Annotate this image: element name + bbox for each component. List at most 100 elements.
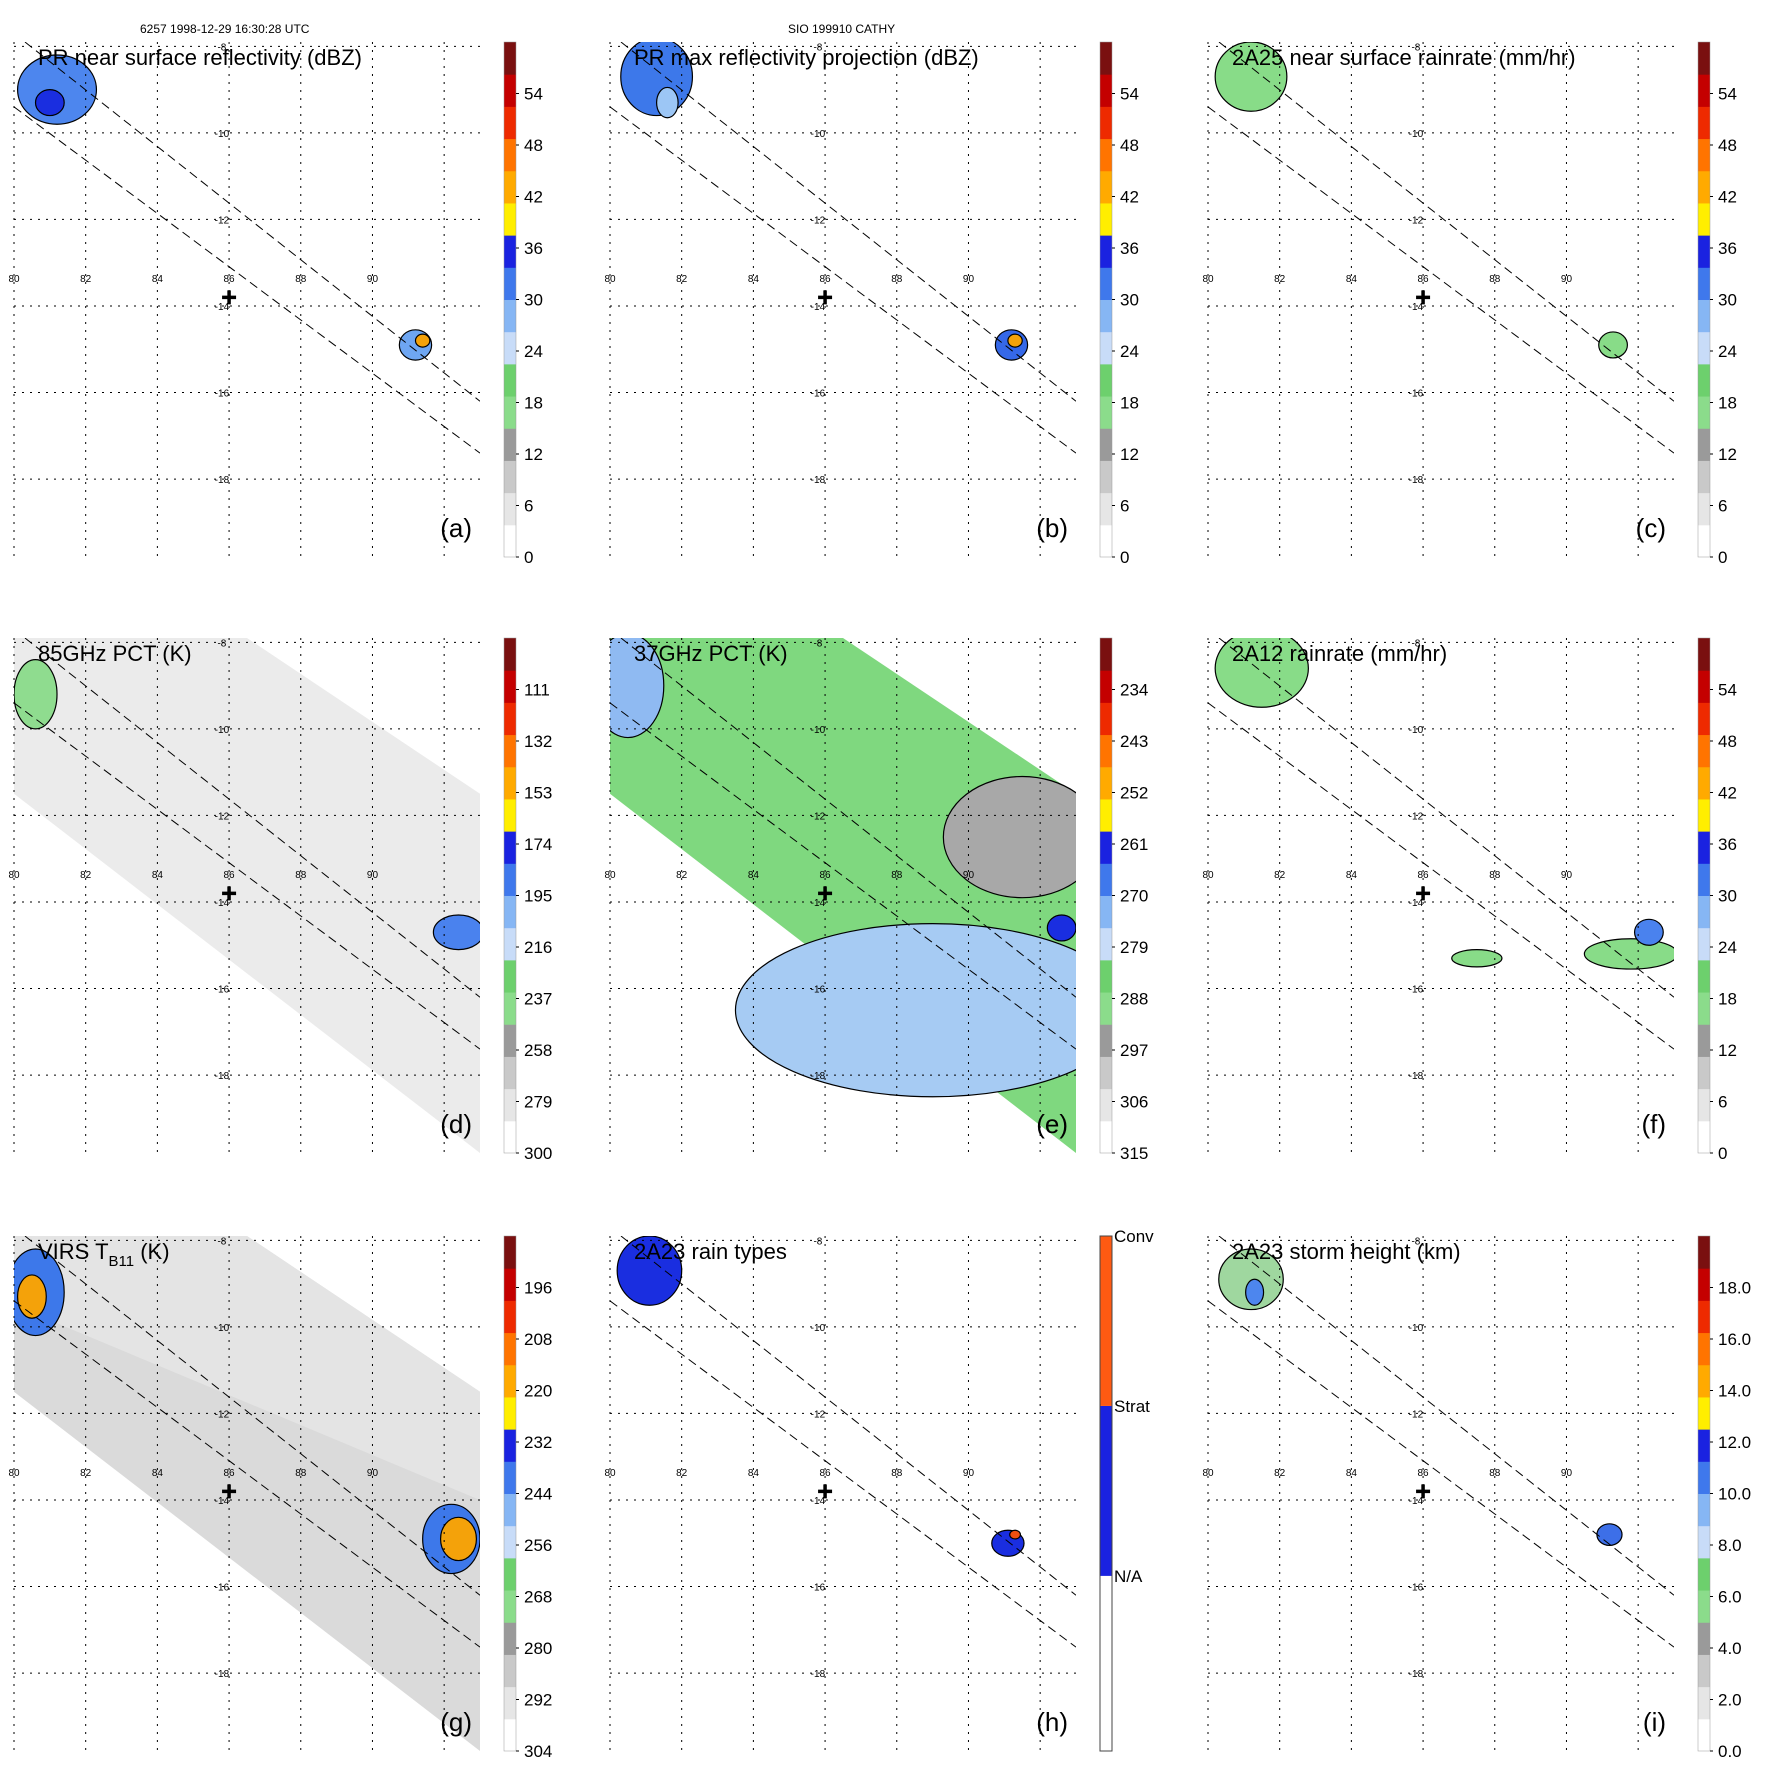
lon-tick-label: 84: [152, 1468, 164, 1479]
colorbar-segment: [1698, 1236, 1710, 1269]
colorbar: 315 306 297 288 279 270 261 252 243 234: [1099, 637, 1148, 1163]
colorbar-segment: [1100, 1405, 1112, 1576]
pr-swath-edge: [1218, 638, 1674, 998]
colorbar-tick-label: 0: [524, 548, 533, 567]
colorbar-tick-label: 48: [1120, 136, 1139, 155]
colorbar-segment: [1100, 42, 1112, 75]
colorbar-segment: [504, 170, 516, 204]
colorbar-tick-label: 270: [1120, 887, 1148, 906]
colorbar-segment: [504, 138, 516, 172]
rain-feature: [1046, 914, 1076, 942]
storm-center-marker: [1416, 1484, 1431, 1499]
colorbar-tick-label: 12.0: [1718, 1433, 1751, 1452]
lon-tick-label: 80: [604, 1468, 616, 1479]
lon-tick-label: 86: [820, 1468, 832, 1479]
lat-tick-label: -10: [811, 129, 826, 140]
colorbar-segment: [504, 1088, 516, 1122]
colorbar-tick-label: 8.0: [1718, 1536, 1742, 1555]
colorbar-tick-label: 195: [524, 887, 552, 906]
colorbar-segment: [1698, 138, 1710, 172]
colorbar-segment: [504, 1718, 516, 1752]
colorbar-tick-label: 111: [524, 681, 550, 700]
pr-swath-edge: [620, 42, 1076, 402]
colorbar: N/A Strat Conv: [1099, 1227, 1154, 1752]
colorbar: 0 6 12 18 24 30 36 42 48 54: [1099, 41, 1139, 567]
lon-tick-label: 88: [1489, 274, 1501, 285]
storm-center-marker: [1416, 290, 1431, 305]
lon-tick-label: 86: [1418, 870, 1430, 881]
rain-feature: [942, 775, 1076, 899]
lat-tick-label: -10: [1409, 1323, 1424, 1334]
colorbar-segment: [1698, 170, 1710, 204]
lon-tick-label: 90: [963, 870, 975, 881]
lat-tick-label: -8: [1411, 638, 1420, 649]
colorbar-segment: [1100, 1575, 1112, 1751]
colorbar-tick-label: 24: [1718, 342, 1737, 361]
colorbar-tick-label: 18.0: [1718, 1279, 1751, 1298]
lat-tick-label: -16: [215, 985, 230, 996]
colorbar-segment: [504, 1590, 516, 1623]
colorbar-segment: [1698, 1525, 1710, 1559]
lat-tick-label: -18: [811, 475, 826, 486]
rain-feature: [1598, 331, 1628, 359]
storm-center-marker: [222, 1484, 237, 1499]
colorbar-tick-label: 42: [1718, 188, 1737, 207]
rain-feature: [14, 659, 58, 730]
colorbar-segment: [1698, 766, 1710, 800]
lat-tick-label: -16: [215, 389, 230, 400]
colorbar-segment: [504, 734, 516, 768]
colorbar-segment: [1698, 1088, 1710, 1122]
lat-tick-label: -18: [215, 1071, 230, 1082]
colorbar-tick-label: 12: [1718, 1041, 1737, 1060]
colorbar-segment: [1100, 992, 1112, 1025]
pr-swath-edge: [24, 42, 480, 402]
colorbar-tick-label: 6.0: [1718, 1588, 1742, 1607]
lon-tick-label: 80: [8, 1468, 20, 1479]
colorbar-segment: [1698, 524, 1710, 558]
lon-tick-label: 86: [820, 870, 832, 881]
panel-title: PR max reflectivity projection (dBZ): [634, 45, 979, 70]
rain-feature: [1583, 938, 1674, 970]
colorbar-segment: [504, 1461, 516, 1494]
storm-center-marker: [222, 290, 237, 305]
colorbar-segment: [1698, 460, 1710, 494]
lat-tick-label: -10: [215, 129, 230, 140]
lat-tick-label: -16: [1409, 985, 1424, 996]
rain-feature: [16, 1274, 47, 1319]
lat-tick-label: -18: [811, 1669, 826, 1680]
colorbar-segment: [1100, 428, 1112, 461]
rain-feature: [734, 923, 1076, 1098]
colorbar-segment: [504, 1236, 516, 1269]
colorbar-tick-label: 132: [524, 732, 552, 751]
colorbar-segment: [504, 202, 516, 236]
colorbar-segment: [1698, 1590, 1710, 1623]
colorbar-tick-label: 196: [524, 1279, 552, 1298]
colorbar-segment: [1698, 1686, 1710, 1720]
lon-tick-label: 88: [891, 870, 903, 881]
panel-b: 80 82 84 86 88 90 -8 -10 -12 -14 -16 -18 PR max refl…: [604, 41, 1139, 567]
lon-tick-label: 88: [1489, 1468, 1501, 1479]
colorbar-segment: [1698, 734, 1710, 768]
pr-swath-edge: [14, 1300, 480, 1648]
colorbar-tick-label: 297: [1120, 1041, 1148, 1060]
colorbar-tick-label: Strat: [1114, 1397, 1150, 1416]
colorbar-segment: [504, 42, 516, 75]
colorbar-segment: [1698, 1024, 1710, 1057]
colorbar-tick-label: 54: [1718, 681, 1737, 700]
colorbar-segment: [1100, 1056, 1112, 1090]
lat-tick-label: -10: [215, 725, 230, 736]
colorbar-segment: [1100, 831, 1112, 864]
lon-tick-label: 82: [1274, 1468, 1286, 1479]
lon-tick-label: 82: [80, 870, 92, 881]
colorbar-tick-label: 153: [524, 784, 552, 803]
colorbar-tick-label: 6: [1120, 497, 1129, 516]
colorbar-segment: [1698, 106, 1710, 140]
lon-tick-label: 86: [224, 870, 236, 881]
lat-tick-label: -12: [811, 811, 826, 822]
lat-tick-label: -18: [811, 1071, 826, 1082]
colorbar-segment: [1698, 798, 1710, 832]
lon-tick-label: 84: [1346, 1468, 1358, 1479]
colorbar-segment: [1100, 863, 1112, 896]
pr-swath-edge: [1218, 1236, 1674, 1596]
